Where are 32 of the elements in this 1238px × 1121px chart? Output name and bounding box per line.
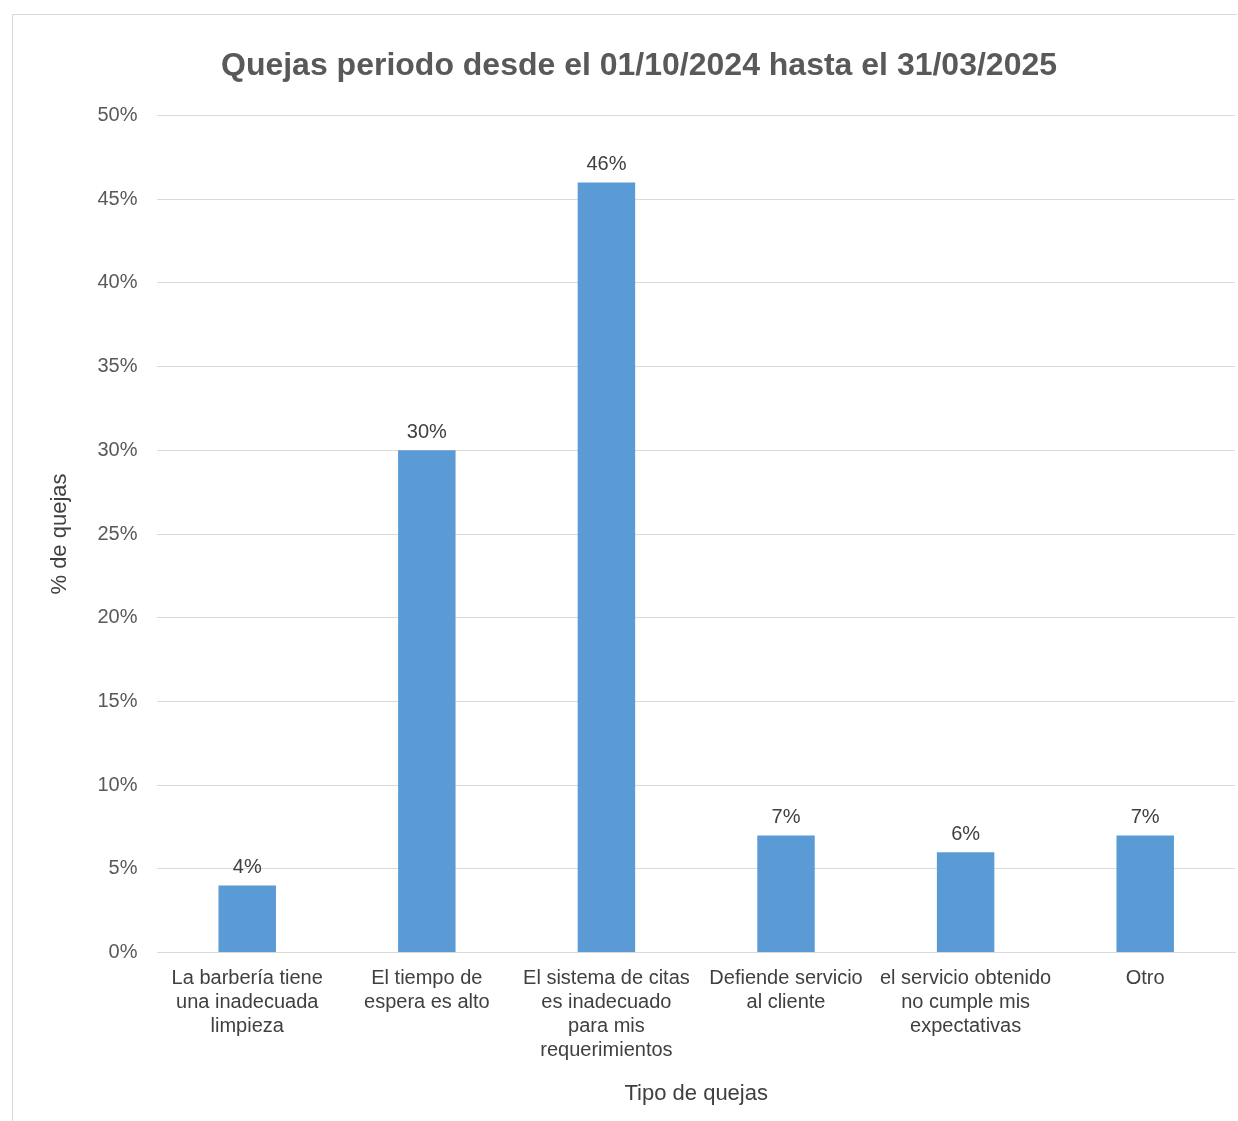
y-tick-label: 40% — [97, 270, 138, 293]
bar — [757, 835, 815, 953]
x-tick-label: el servicio obtenido no cumple mis expectativas — [880, 966, 1052, 1037]
bar — [398, 450, 456, 953]
bar — [936, 852, 995, 953]
y-tick-label: 5% — [108, 856, 138, 879]
x-tick-label: El tiempo de espera es alto — [364, 966, 490, 1013]
y-tick-label: 0% — [108, 940, 138, 963]
bar — [218, 885, 276, 953]
bar — [1116, 835, 1174, 953]
data-label: 46% — [586, 151, 627, 174]
data-label: 6% — [951, 821, 981, 844]
data-label: 30% — [406, 419, 448, 442]
bar — [577, 182, 636, 953]
y-tick-label: 15% — [97, 688, 138, 711]
data-label: 7% — [771, 804, 801, 827]
x-axis-title: Tipo de quejas — [624, 1079, 768, 1105]
y-axis-title: % de quejas — [46, 473, 72, 595]
y-tick-label: 50% — [97, 102, 138, 125]
y-tick-label: 45% — [97, 186, 138, 209]
y-tick-label: 30% — [97, 437, 138, 460]
data-label: 7% — [1130, 804, 1160, 827]
x-tick-label: Otro — [1125, 966, 1165, 989]
y-tick-label: 10% — [97, 772, 138, 795]
y-tick-label: 20% — [97, 605, 138, 628]
x-tick-label: El sistema de citas es inadecuado para mis requerimientos — [523, 966, 690, 1061]
x-tick-label: Defiende servicio al cliente — [709, 966, 863, 1013]
x-tick-label: La barbería tiene una inadecuada limpieza — [171, 966, 323, 1037]
y-tick-label: 35% — [97, 354, 138, 377]
chart-title: Quejas periodo desde el 01/10/2024 hasta el 31/03/2025 — [220, 46, 1058, 83]
y-tick-label: 25% — [97, 521, 138, 544]
data-label: 4% — [232, 855, 262, 878]
